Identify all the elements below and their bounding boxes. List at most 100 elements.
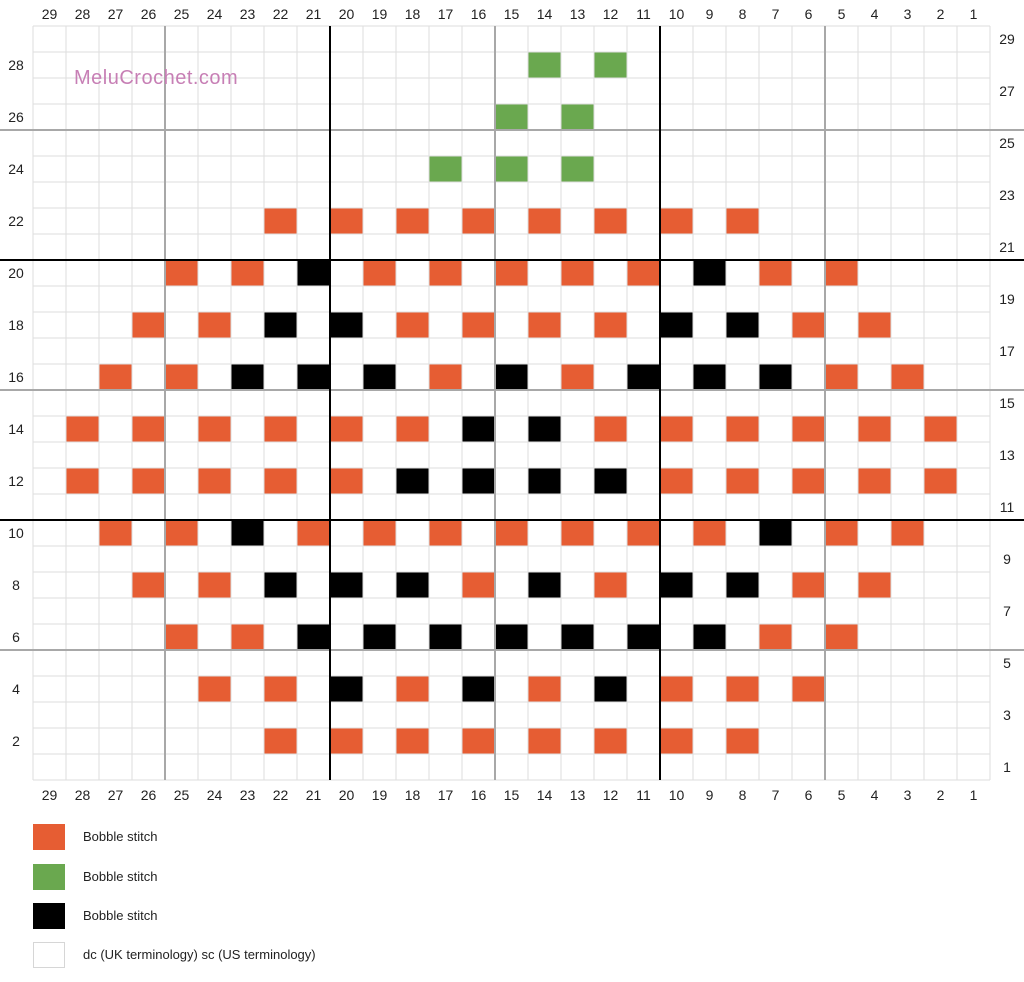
row-label-right: 27 — [999, 83, 1015, 99]
stitch-black-r4-c20 — [330, 676, 363, 702]
column-label: 8 — [739, 787, 747, 800]
legend-label: Bobble stitch — [83, 908, 158, 923]
column-label: 24 — [207, 6, 223, 22]
stitch-orange-r18-c16 — [462, 312, 495, 338]
row-label-left: 24 — [8, 161, 24, 177]
row-label-right: 25 — [999, 135, 1015, 151]
stitch-orange-r14-c22 — [264, 416, 297, 442]
column-label: 3 — [904, 6, 912, 22]
row-label-right: 15 — [999, 395, 1015, 411]
stitch-black-r16-c9 — [693, 364, 726, 390]
black-swatch — [33, 903, 65, 929]
row-label-left: 16 — [8, 369, 24, 385]
row-label-left: 20 — [8, 265, 24, 281]
column-label: 19 — [372, 787, 388, 800]
stitch-orange-r10-c17 — [429, 520, 462, 546]
stitch-black-r18-c10 — [660, 312, 693, 338]
row-label-right: 11 — [1000, 499, 1015, 515]
stitch-orange-r22-c22 — [264, 208, 297, 234]
stitch-orange-r12-c24 — [198, 468, 231, 494]
column-label: 10 — [669, 787, 685, 800]
column-label: 15 — [504, 6, 520, 22]
stitch-orange-r20-c7 — [759, 260, 792, 286]
column-label: 1 — [970, 787, 978, 800]
row-label-right: 9 — [1003, 551, 1011, 567]
stitch-orange-r18-c4 — [858, 312, 891, 338]
row-label-right: 13 — [999, 447, 1015, 463]
row-label-right: 29 — [999, 31, 1015, 47]
stitch-orange-r8-c24 — [198, 572, 231, 598]
green-swatch — [33, 864, 65, 890]
stitch-orange-r8-c6 — [792, 572, 825, 598]
stitch-black-r6-c13 — [561, 624, 594, 650]
stitch-black-r20-c9 — [693, 260, 726, 286]
stitch-orange-r2-c10 — [660, 728, 693, 754]
stitch-green-r24-c17 — [429, 156, 462, 182]
row-label-right: 23 — [999, 187, 1015, 203]
column-label: 14 — [537, 6, 553, 22]
row-label-left: 28 — [8, 57, 24, 73]
row-label-left: 26 — [8, 109, 24, 125]
stitch-orange-r14-c6 — [792, 416, 825, 442]
row-label-left: 22 — [8, 213, 24, 229]
white-swatch — [33, 942, 65, 968]
column-label: 3 — [904, 787, 912, 800]
stitch-black-r10-c7 — [759, 520, 792, 546]
stitch-black-r8-c22 — [264, 572, 297, 598]
column-label: 16 — [471, 787, 487, 800]
stitch-orange-r14-c18 — [396, 416, 429, 442]
column-label: 11 — [636, 6, 651, 22]
row-label-left: 14 — [8, 421, 24, 437]
column-label: 7 — [772, 787, 780, 800]
stitch-orange-r18-c12 — [594, 312, 627, 338]
column-label: 11 — [636, 787, 651, 800]
stitch-green-r24-c13 — [561, 156, 594, 182]
watermark-text: MeluCrochet.com — [74, 67, 238, 89]
legend-label: dc (UK terminology) sc (US terminology) — [83, 947, 316, 962]
column-label: 15 — [504, 787, 520, 800]
stitch-orange-r10-c3 — [891, 520, 924, 546]
grid-lines — [0, 25, 1024, 781]
column-label: 29 — [42, 6, 58, 22]
row-label-right: 1 — [1003, 759, 1011, 775]
column-label: 4 — [871, 787, 879, 800]
stitch-black-r16-c15 — [495, 364, 528, 390]
stitch-orange-r4-c8 — [726, 676, 759, 702]
stitch-orange-r12-c2 — [924, 468, 957, 494]
column-label: 26 — [141, 6, 157, 22]
stitch-orange-r22-c12 — [594, 208, 627, 234]
column-label: 5 — [838, 6, 846, 22]
stitch-black-r8-c14 — [528, 572, 561, 598]
stitch-orange-r20-c13 — [561, 260, 594, 286]
stitch-orange-r4-c24 — [198, 676, 231, 702]
stitch-orange-r20-c23 — [231, 260, 264, 286]
stitch-orange-r12-c26 — [132, 468, 165, 494]
stitch-orange-r14-c4 — [858, 416, 891, 442]
column-label: 12 — [603, 6, 619, 22]
stitch-orange-r10-c27 — [99, 520, 132, 546]
stitch-orange-r2-c8 — [726, 728, 759, 754]
stitch-black-r16-c7 — [759, 364, 792, 390]
stitch-orange-r22-c18 — [396, 208, 429, 234]
stitch-orange-r20-c15 — [495, 260, 528, 286]
stitch-orange-r10-c9 — [693, 520, 726, 546]
stitch-green-r28-c12 — [594, 52, 627, 78]
row-label-left: 2 — [12, 733, 20, 749]
stitch-orange-r18-c14 — [528, 312, 561, 338]
column-label: 14 — [537, 787, 553, 800]
stitch-orange-r8-c4 — [858, 572, 891, 598]
column-label: 18 — [405, 6, 421, 22]
stitch-orange-r14-c26 — [132, 416, 165, 442]
column-label: 8 — [739, 6, 747, 22]
stitch-orange-r20-c25 — [165, 260, 198, 286]
stitch-orange-r10-c19 — [363, 520, 396, 546]
row-label-left: 18 — [8, 317, 24, 333]
stitch-orange-r10-c21 — [297, 520, 330, 546]
legend-label: Bobble stitch — [83, 869, 158, 884]
stitch-black-r6-c19 — [363, 624, 396, 650]
stitch-black-r6-c11 — [627, 624, 660, 650]
column-label: 2 — [937, 787, 945, 800]
stitch-orange-r16-c27 — [99, 364, 132, 390]
column-label: 25 — [174, 6, 190, 22]
stitch-orange-r18-c26 — [132, 312, 165, 338]
